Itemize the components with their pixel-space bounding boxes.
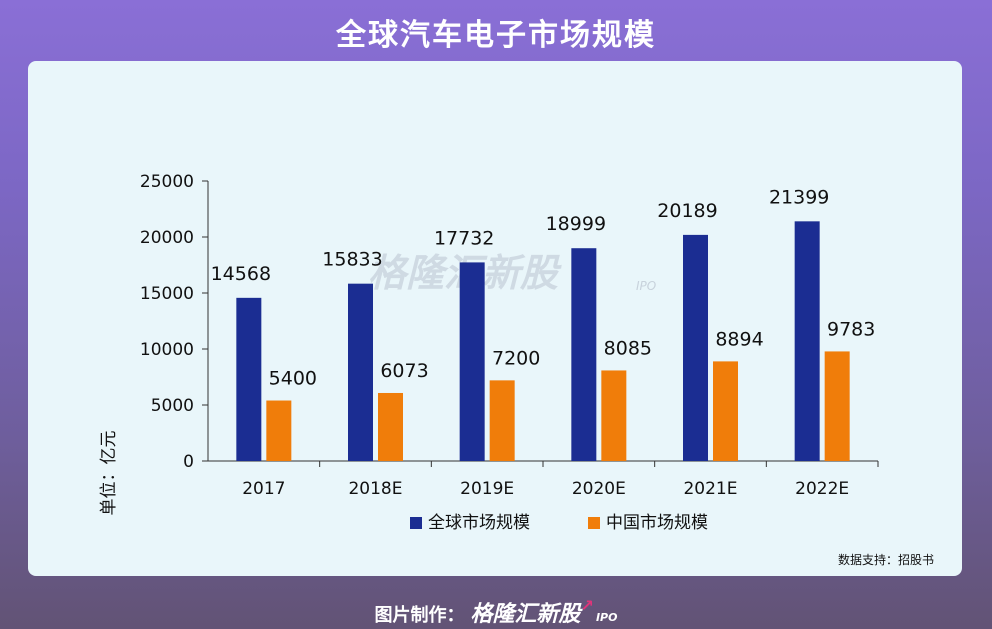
bar-global [459,262,485,461]
bar-china [266,400,292,461]
footer-ipo: IPO [595,611,618,624]
footer-brand-logo: 格隆汇新股 [470,602,581,627]
page-title: 全球汽车电子市场规模 [336,18,656,53]
y-axis-label: 单位：亿元 [99,431,119,516]
y-tick-label: 20000 [140,228,194,248]
bar-china [601,370,627,461]
bar-china [378,392,403,461]
data-label-china: 9783 [827,318,875,340]
source-note: 数据支持：招股书 [838,552,934,567]
y-tick-label: 10000 [140,340,194,360]
x-tick-label: 2018E [348,479,402,499]
chart-card: 格隆汇新股 IPO 单位：亿元 050001000015000200002500… [28,61,962,576]
y-tick-label: 15000 [140,284,194,304]
x-tick-label: 2020E [572,479,626,499]
y-tick-label: 0 [183,452,194,472]
brand-arrow-icon: ↗ [580,596,594,615]
bar-global [683,234,708,461]
watermark-ipo: IPO [636,279,656,293]
data-label-global: 18999 [546,213,606,235]
data-label-global: 14568 [211,263,271,285]
data-label-china: 7200 [492,347,540,369]
x-tick-label: 2022E [795,479,849,499]
footer-label: 图片制作： [374,605,465,626]
bar-china [824,351,850,461]
data-label-china: 8894 [715,328,763,350]
data-label-global: 15833 [322,249,382,271]
legend: 全球市场规模 中国市场规模 [410,513,708,533]
bar-chart: 格隆汇新股 IPO 单位：亿元 050001000015000200002500… [99,172,934,567]
legend-label-china: 中国市场规模 [606,513,708,533]
bar-china [713,361,738,461]
x-tick-label: 2017 [242,479,285,499]
bar-global [348,283,373,461]
bar-global [236,297,262,461]
bar-global [794,221,820,461]
bar-global [571,248,597,461]
x-tick-label: 2021E [683,479,737,499]
data-label-china: 8085 [604,337,652,359]
x-tick-label: 2019E [460,479,514,499]
legend-swatch-china [588,517,600,529]
data-label-china: 6073 [380,360,428,382]
y-tick-label: 25000 [140,172,194,192]
data-label-global: 21399 [769,186,829,208]
y-tick-label: 5000 [151,396,194,416]
legend-label-global: 全球市场规模 [428,513,530,533]
bar-china [489,380,515,461]
legend-swatch-global [410,517,422,529]
data-label-global: 17732 [434,227,494,249]
data-label-china: 5400 [269,368,317,390]
footer: 图片制作： 格隆汇新股↗IPO [0,596,992,628]
data-label-global: 20189 [657,200,717,222]
